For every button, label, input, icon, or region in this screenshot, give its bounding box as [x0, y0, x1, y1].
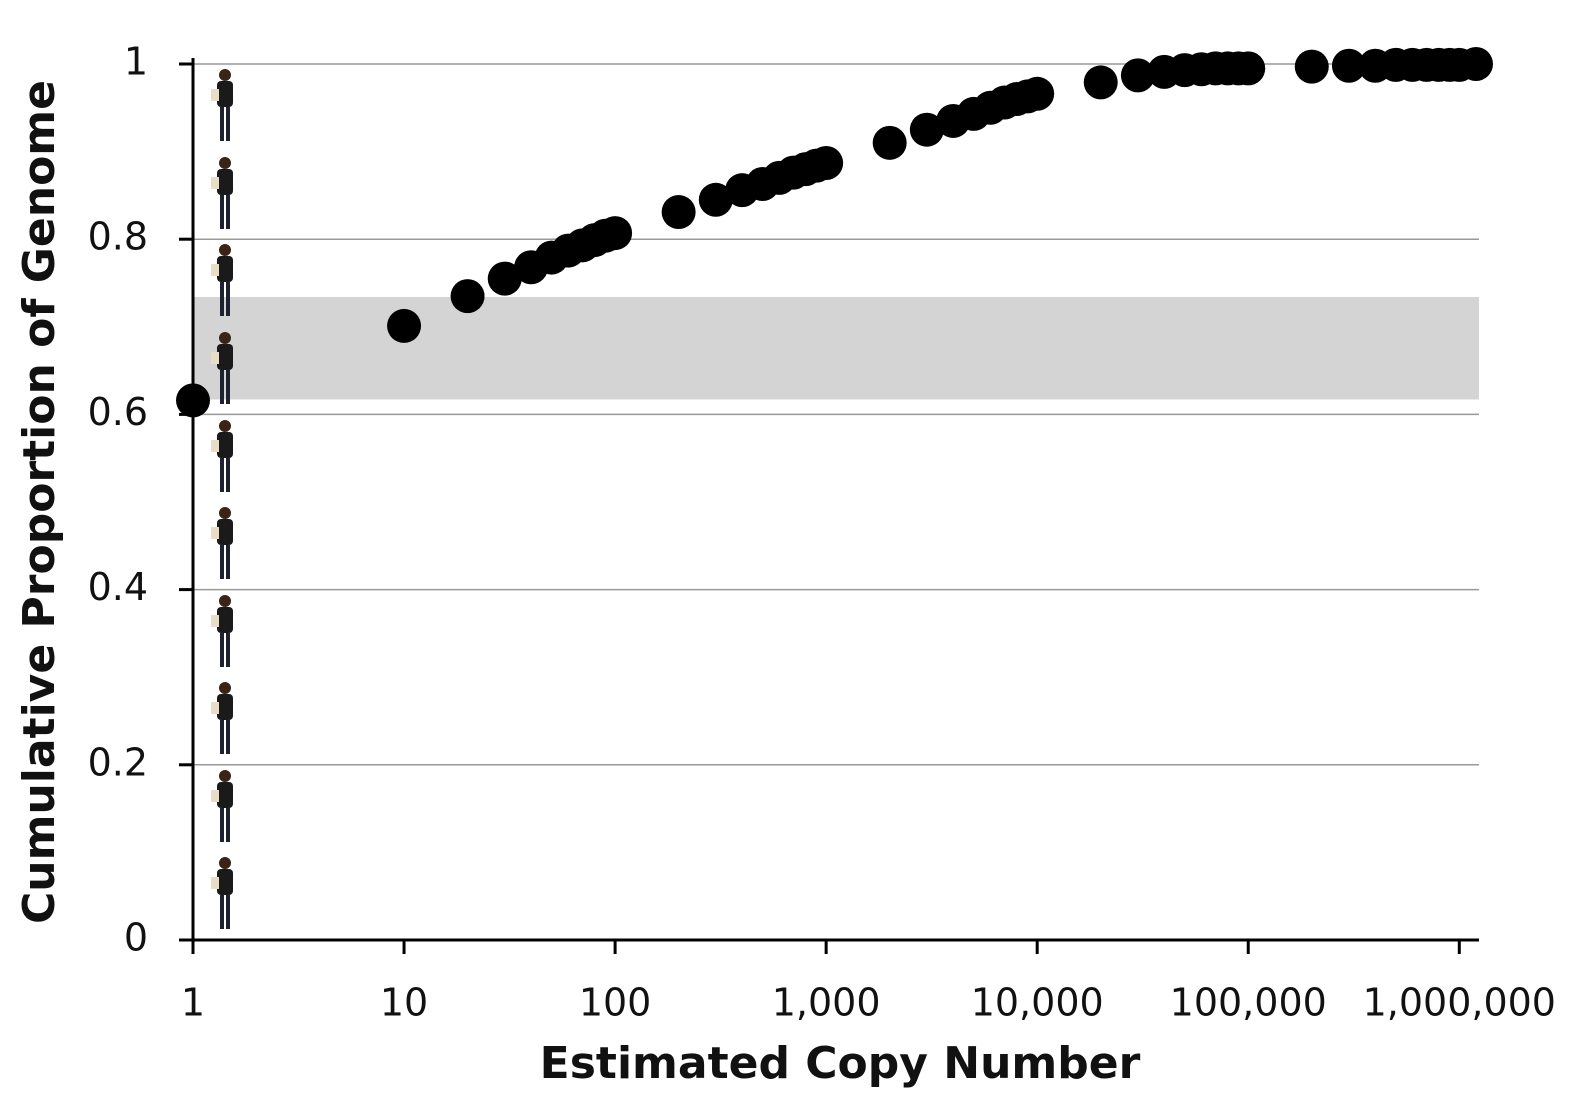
- data-point: [661, 195, 696, 230]
- x-tick-label: 100,000: [1170, 981, 1327, 1025]
- data-point: [450, 279, 485, 314]
- data-point: [598, 216, 633, 251]
- data-point: [872, 125, 907, 160]
- x-tick-label: 1,000: [772, 981, 881, 1025]
- data-point: [1459, 47, 1493, 81]
- y-tick-label: 0.2: [88, 740, 148, 784]
- x-axis-title: Estimated Copy Number: [540, 1038, 1141, 1089]
- data-point: [1231, 51, 1266, 86]
- x-tick-label: 10,000: [971, 981, 1104, 1025]
- y-tick-label: 0.6: [88, 390, 148, 434]
- x-tick-label: 1,000,000: [1363, 981, 1556, 1025]
- y-tick-label: 0.4: [88, 565, 148, 609]
- x-tick-label: 100: [579, 981, 652, 1025]
- data-point: [487, 261, 522, 296]
- shaded-band: [193, 297, 1479, 400]
- data-point: [387, 308, 422, 343]
- data-point: [909, 112, 944, 147]
- x-tick-label: 10: [380, 981, 428, 1025]
- data-point: [176, 383, 210, 418]
- data-point: [698, 182, 733, 217]
- x-tick-label: 1: [181, 981, 205, 1025]
- person-icons: [209, 67, 235, 931]
- data-point: [1020, 76, 1055, 111]
- data-point: [1331, 48, 1366, 83]
- y-tick-label: 1: [124, 40, 148, 84]
- y-tick-label: 0: [124, 916, 148, 960]
- data-point: [809, 145, 844, 180]
- data-point: [1120, 58, 1155, 93]
- data-point: [1294, 49, 1329, 84]
- y-tick-label: 0.8: [88, 215, 148, 259]
- data-point: [1083, 65, 1118, 100]
- y-axis-title: Cumulative Proportion of Genome: [14, 80, 65, 924]
